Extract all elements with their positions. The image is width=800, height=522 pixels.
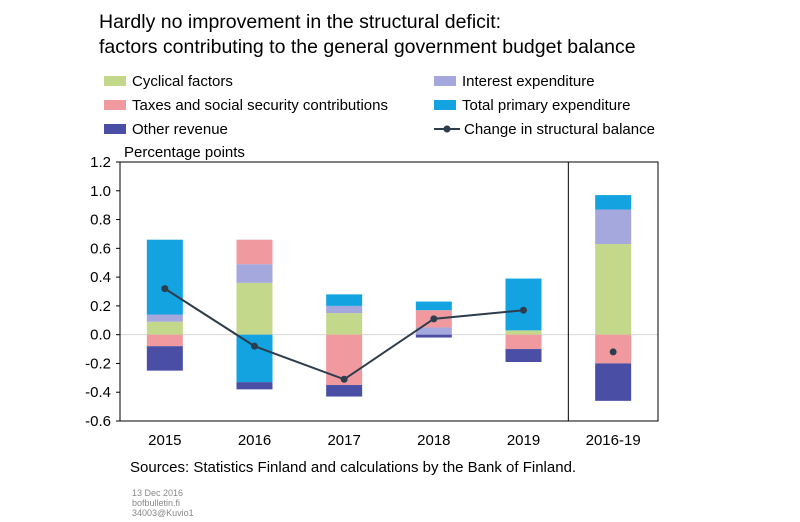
legend-label: Other revenue — [132, 121, 228, 138]
source-note: Sources: Statistics Finland and calculat… — [130, 459, 577, 476]
x-tick-label: 2016 — [238, 432, 271, 449]
y-tick-label: 0.8 — [90, 212, 111, 229]
bar-2019-series-4 — [505, 349, 542, 363]
bar-2018-series-1 — [415, 327, 452, 335]
bar-2017-series-0 — [326, 313, 363, 335]
bar-2016-series-2 — [236, 239, 273, 265]
y-tick-label: -0.4 — [85, 384, 111, 401]
meta-site: bofbulletin.fi — [132, 498, 181, 508]
legend-swatch — [104, 76, 126, 87]
legend-label: Cyclical factors — [132, 73, 233, 90]
bar-2017-series-3 — [326, 294, 363, 306]
legend-item-other-revenue: Other revenue — [104, 121, 228, 139]
bar-2017-series-1 — [326, 305, 363, 314]
bar-2015-series-2 — [146, 334, 183, 347]
bar-2017-series-4 — [326, 385, 363, 397]
y-tick-label: 1.2 — [90, 154, 111, 171]
bar-2016-series-0 — [236, 282, 273, 335]
structural-balance-point-2019 — [520, 306, 527, 314]
y-tick-label: 0.4 — [90, 269, 111, 286]
bar-2016-19-series-4 — [595, 363, 632, 401]
y-tick-label: -0.6 — [85, 413, 111, 430]
legend-label: Change in structural balance — [464, 121, 655, 138]
title-line-1: Hardly no improvement in the structural … — [99, 11, 502, 33]
structural-balance-point-2017 — [340, 375, 348, 383]
title-line-2: factors contributing to the general gove… — [99, 36, 636, 58]
y-tick-label: 0.6 — [90, 240, 111, 257]
structural-balance-point-2016 — [251, 342, 258, 350]
x-tick-label: 2016-19 — [586, 432, 641, 449]
legend-label: Taxes and social security contributions — [132, 97, 388, 114]
chart-title: Hardly no improvement in the structural … — [99, 10, 636, 60]
legend-swatch — [434, 100, 456, 111]
bar-2016-series-3 — [236, 334, 273, 383]
bar-2018-series-3 — [415, 301, 452, 311]
bar-2016-19-series-3 — [595, 195, 632, 210]
y-tick-label: 1.0 — [90, 183, 111, 200]
bar-2015-series-0 — [146, 321, 183, 335]
legend-label: Total primary expenditure — [462, 97, 631, 114]
x-tick-label: 2018 — [417, 432, 450, 449]
bar-2016-19-series-1 — [595, 209, 632, 245]
bar-2019-series-2 — [505, 334, 542, 350]
y-tick-label: 0.0 — [90, 327, 111, 344]
bar-2016-19-series-0 — [595, 244, 632, 335]
structural-balance-point-2015 — [161, 285, 169, 293]
structural-balance-point-2018 — [430, 315, 438, 323]
legend-swatch — [104, 124, 126, 135]
bar-2019-series-0 — [505, 330, 542, 335]
legend-swatch — [104, 100, 126, 111]
legend-item-taxes: Taxes and social security contributions — [104, 97, 388, 115]
legend-label: Interest expenditure — [462, 73, 595, 90]
plot-frame — [119, 161, 659, 422]
bar-2018-series-4 — [415, 334, 452, 338]
bar-2015-series-4 — [146, 346, 183, 371]
structural-balance-point-2016-19 — [609, 348, 617, 356]
y-tick-label: 0.2 — [90, 298, 111, 315]
legend-item-structural-balance: Change in structural balance — [434, 121, 655, 139]
x-tick-label: 2015 — [148, 432, 181, 449]
bar-2016-series-4 — [236, 382, 273, 390]
legend: Cyclical factors Interest expenditure Ta… — [104, 73, 744, 145]
y-tick-label: -0.2 — [85, 355, 111, 372]
legend-item-cyclical: Cyclical factors — [104, 73, 233, 91]
legend-item-primary-expenditure: Total primary expenditure — [434, 97, 630, 115]
legend-swatch — [434, 76, 456, 87]
bar-2015-series-1 — [146, 314, 183, 322]
meta-date: 13 Dec 2016 — [132, 488, 184, 498]
legend-item-interest: Interest expenditure — [434, 73, 595, 91]
bar-2015-series-3 — [146, 239, 183, 315]
bar-2019-series-3 — [505, 278, 542, 331]
legend-line-marker-icon — [434, 125, 460, 133]
x-tick-label: 2017 — [327, 432, 360, 449]
y-axis-label: Percentage points — [124, 144, 245, 161]
x-tick-label: 2019 — [507, 432, 540, 449]
bar-2016-series-1 — [236, 264, 273, 283]
meta-code: 34003@Kuvio1 — [132, 508, 194, 518]
